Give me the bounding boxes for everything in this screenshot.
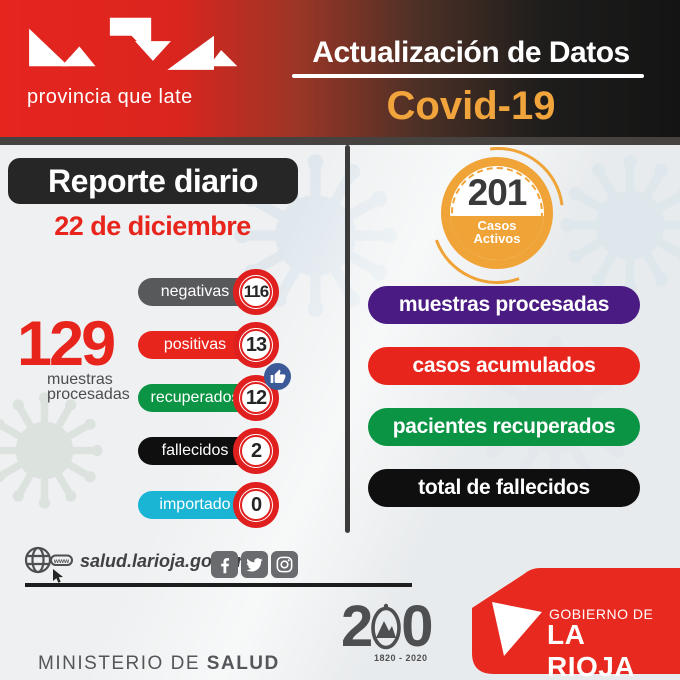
- bicentenario-emblem: [371, 603, 402, 650]
- active-cases-circle: Casos Activos 201: [441, 157, 553, 269]
- facebook-icon[interactable]: [211, 551, 238, 578]
- la-rioja-logo: [29, 17, 238, 70]
- kpi-pill: total de fallecidos: [368, 469, 640, 507]
- header-bottom-strip: [0, 137, 680, 145]
- instagram-icon[interactable]: [271, 551, 298, 578]
- stat-row-positivas: positivas 13: [138, 322, 283, 368]
- kpi-row-fallecidos: total de fallecidos 418: [368, 469, 668, 507]
- gobierno-triangle-icon: [492, 602, 542, 656]
- kpi-label: casos acumulados: [412, 354, 596, 377]
- kpi-label: muestras procesadas: [398, 293, 610, 316]
- kpi-label: total de fallecidos: [418, 476, 590, 499]
- social-icons: [211, 551, 298, 578]
- gobierno-line2: LA RIOJA: [547, 619, 636, 680]
- stat-label: fallecidos: [161, 442, 229, 459]
- twitter-icon[interactable]: [241, 551, 268, 578]
- circle-dashed-ring: [451, 167, 543, 259]
- stat-row-negativas: negativas 116: [138, 269, 283, 315]
- svg-text:www: www: [53, 558, 70, 565]
- stat-label: recuperados: [150, 389, 240, 406]
- footer-divider-line: [25, 583, 412, 587]
- total-samples-label: muestras procesadas: [47, 371, 130, 403]
- gobierno-line1: GOBIERNO DE: [549, 606, 654, 622]
- stat-pill: fallecidos: [138, 437, 252, 465]
- virus-watermark-icon: [0, 388, 107, 513]
- stat-pill: negativas: [138, 278, 252, 306]
- gobierno-badge: [472, 568, 680, 674]
- stat-label: positivas: [163, 336, 227, 353]
- active-cases-value: 201: [467, 172, 528, 213]
- stat-value-badge: 2: [233, 428, 279, 474]
- stat-row-fallecidos: fallecidos 2: [138, 428, 283, 474]
- logo-tagline: provincia que late: [27, 86, 193, 108]
- bicentenario-years: 1820 - 2020: [374, 653, 428, 663]
- thumbs-up-icon: [264, 363, 291, 390]
- kpi-pill: pacientes recuperados: [368, 408, 640, 446]
- ministry-label: MINISTERIO DE SALUD: [38, 653, 280, 674]
- kpi-pill: muestras procesadas: [368, 286, 640, 324]
- stat-label: importado: [159, 496, 231, 513]
- stat-value-badge: 12: [233, 375, 279, 421]
- header-banner: provincia que late Actualización de Dato…: [0, 0, 680, 137]
- header-subtitle: Covid-19: [386, 84, 556, 128]
- stat-row-recuperados: recuperados 12: [138, 363, 291, 421]
- bicentenario-logo: 2 0: [341, 594, 434, 659]
- virus-watermark-icon: [555, 150, 680, 300]
- header-title: Actualización de Datos: [312, 36, 630, 69]
- globe-www-icon: www: [24, 546, 73, 583]
- panel-divider: [345, 145, 350, 533]
- stat-row-importado: importado 0: [138, 482, 283, 528]
- stat-value-badge: 13: [233, 322, 279, 368]
- report-date: 22 de diciembre: [54, 211, 251, 241]
- kpi-row-acumulados: casos acumulados 9163: [368, 347, 668, 385]
- cursor-arrow-icon: [53, 569, 63, 583]
- stat-label: negativas: [160, 283, 230, 300]
- header-underline: [292, 74, 644, 78]
- kpi-row-muestras: muestras procesadas 33417: [368, 286, 668, 324]
- stat-value-badge: 116: [233, 269, 279, 315]
- total-samples-number: 129: [17, 309, 116, 379]
- report-title-box: Reporte diario: [8, 158, 298, 204]
- kpi-label: pacientes recuperados: [392, 415, 616, 438]
- stat-value-badge: 0: [233, 482, 279, 528]
- website-link[interactable]: salud.larioja.gov.ar: [80, 551, 244, 571]
- kpi-pill: casos acumulados: [368, 347, 640, 385]
- report-title: Reporte diario: [48, 162, 258, 199]
- kpi-row-recuperados: pacientes recuperados 8544: [368, 408, 668, 446]
